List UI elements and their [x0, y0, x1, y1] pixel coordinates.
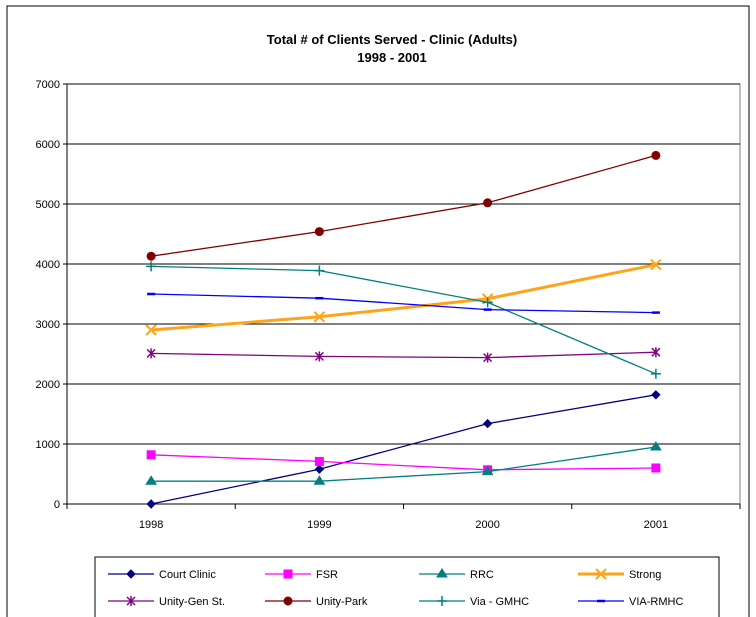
legend-item-via-gmhc: Via - GMHC — [419, 596, 529, 608]
series-rrc — [145, 441, 662, 485]
series-group — [145, 150, 662, 509]
series-line-unity-park — [151, 154, 657, 257]
legend-label: Unity-Gen St. — [159, 596, 225, 608]
x-tick-label: 2000 — [475, 519, 499, 531]
data-point-unity-park — [314, 227, 324, 237]
legend-item-fsr: FSR — [265, 569, 338, 581]
series-via-rmhc — [147, 292, 660, 314]
data-point-unity-gen-st — [314, 351, 324, 362]
series-line-via-rmhc — [151, 293, 656, 314]
legend-label: RRC — [470, 569, 494, 581]
data-point-unity-park — [483, 198, 493, 208]
legend-item-strong: Strong — [578, 568, 661, 581]
data-point-via-gmhc — [314, 265, 325, 276]
series-strong — [145, 258, 662, 336]
y-tick-label: 2000 — [36, 379, 60, 391]
data-point-rrc — [481, 465, 494, 476]
data-point-fsr — [651, 463, 661, 473]
y-tick-label: 1000 — [36, 439, 60, 451]
legend-marker — [436, 568, 448, 578]
x-tick-label: 2001 — [644, 519, 668, 531]
data-point-rrc — [649, 441, 662, 451]
data-point-strong — [145, 324, 157, 336]
y-tick-label: 5000 — [36, 199, 60, 211]
data-point-rrc — [145, 475, 158, 485]
data-point-strong — [313, 311, 326, 323]
legend: Court Clinic FSR RRC Strong Unity-Gen St. Uni… — [94, 556, 720, 617]
data-point-rrc — [313, 475, 326, 485]
data-point-court-clinic — [146, 499, 156, 509]
series-line-rrc — [151, 446, 656, 482]
data-point-via-gmhc — [146, 261, 157, 272]
series-line-unity-gen-st — [151, 351, 656, 359]
data-point-unity-park — [651, 150, 661, 160]
series-fsr — [146, 450, 661, 475]
legend-item-via-rmhc: VIA-RMHC — [578, 596, 683, 608]
series-unity-park — [146, 150, 661, 261]
legend-label: Strong — [629, 569, 661, 581]
legend-item-unity-park: Unity-Park — [265, 596, 368, 608]
legend-marker — [283, 569, 293, 579]
legend-marker — [437, 596, 447, 606]
data-point-via-gmhc — [482, 297, 493, 308]
series-unity-gen-st — [146, 347, 661, 363]
x-tick-label: 1998 — [139, 519, 163, 531]
legend-label: Via - GMHC — [470, 596, 529, 608]
series-line-fsr — [151, 454, 656, 471]
data-point-unity-park — [146, 251, 156, 261]
series-court-clinic — [146, 390, 661, 509]
data-point-unity-gen-st — [146, 348, 156, 359]
data-point-unity-gen-st — [651, 347, 661, 358]
series-via-gmhc — [146, 261, 661, 379]
legend-label: FSR — [316, 569, 338, 581]
series-line-court-clinic — [150, 394, 656, 505]
y-tick-label: 6000 — [36, 139, 60, 151]
data-point-court-clinic — [482, 418, 493, 429]
data-point-strong — [650, 258, 662, 271]
data-point-court-clinic — [651, 390, 661, 400]
legend-item-rrc: RRC — [419, 568, 494, 581]
y-tick-label: 3000 — [36, 319, 60, 331]
y-tick-label: 4000 — [36, 259, 60, 271]
legend-item-court-clinic: Court Clinic — [108, 569, 216, 581]
data-point-via-gmhc — [650, 368, 661, 379]
x-tick-label: 1999 — [307, 519, 331, 531]
chart-title: Total # of Clients Served - Clinic (Adul… — [267, 32, 517, 47]
data-point-unity-gen-st — [483, 352, 493, 363]
legend-item-unity-gen-st: Unity-Gen St. — [108, 596, 225, 608]
y-tick-label: 7000 — [36, 79, 60, 91]
legend-marker — [595, 568, 607, 580]
legend-label: Court Clinic — [159, 569, 216, 581]
series-line-strong — [151, 263, 657, 332]
axes: 0 1000 2000 3000 4000 5000 6000 7000 1998 1999 200… — [36, 79, 741, 531]
legend-label: Unity-Park — [316, 596, 368, 608]
data-point-court-clinic — [314, 464, 325, 474]
chart-subtitle: 1998 - 2001 — [357, 50, 426, 65]
legend-marker — [126, 569, 136, 579]
legend-marker — [126, 596, 136, 606]
series-line-via-gmhc — [151, 265, 657, 375]
y-tick-label: 0 — [54, 499, 60, 511]
legend-box — [94, 556, 720, 617]
data-point-fsr — [146, 450, 156, 460]
data-point-fsr — [314, 456, 324, 466]
legend-marker — [283, 596, 293, 606]
legend-label: VIA-RMHC — [629, 596, 683, 608]
